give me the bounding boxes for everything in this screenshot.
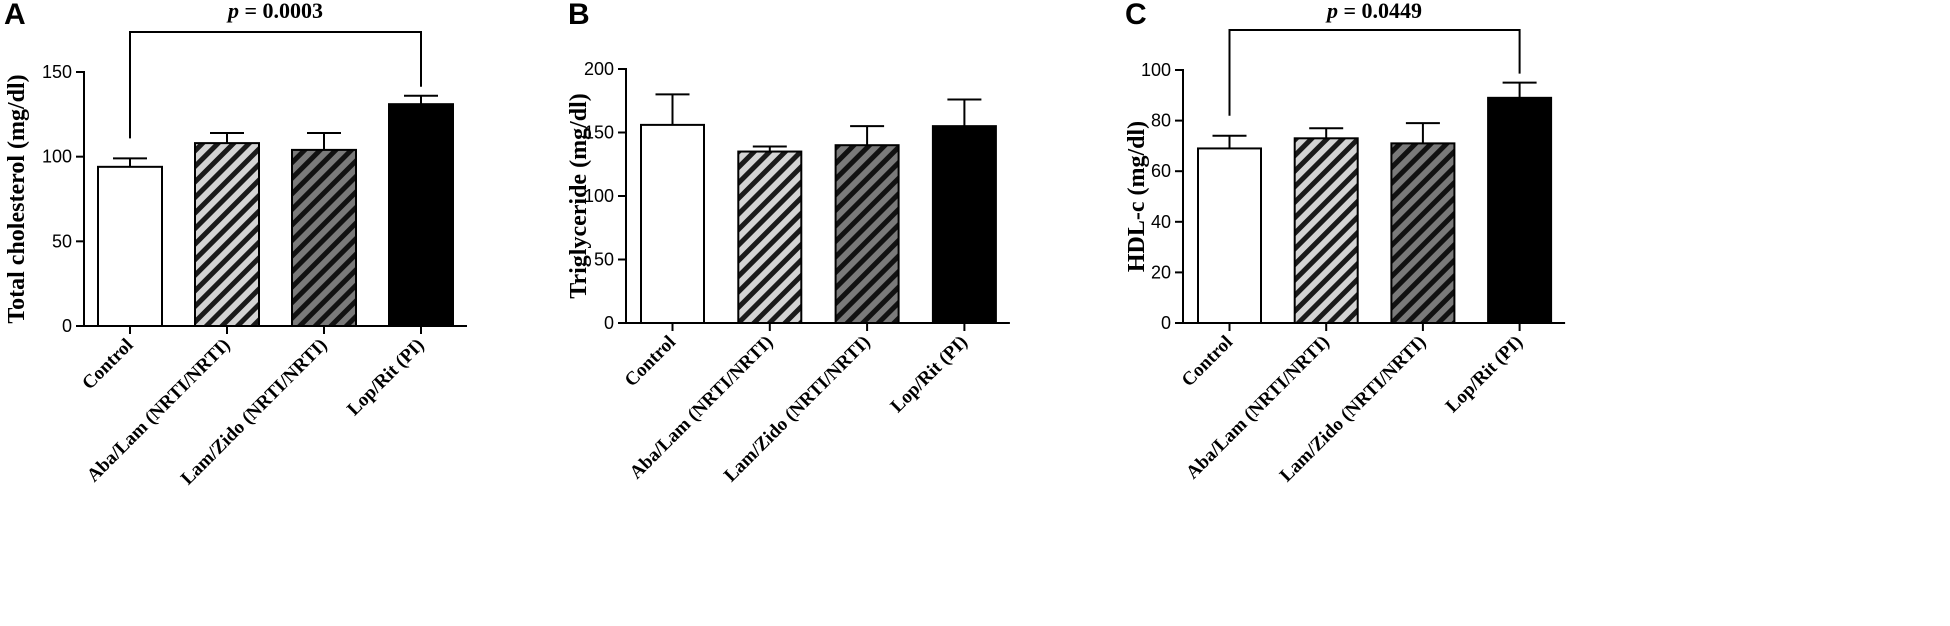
bar	[97, 165, 163, 327]
y-tick-label: 100	[42, 147, 72, 167]
y-tick-label: 200	[584, 59, 614, 79]
bar	[931, 125, 997, 325]
bar	[1293, 137, 1359, 324]
category-label: Lop/Rit (PI)	[343, 335, 428, 420]
y-tick-label: 150	[584, 123, 614, 143]
y-tick-label: 100	[1141, 60, 1171, 80]
bar	[737, 150, 803, 324]
chart-panel-b: B Triglyceride (mg/dl) 0 50 100 150 200 Control…	[566, 0, 1010, 486]
category-label: Control	[78, 335, 137, 394]
bar	[640, 123, 705, 324]
panel-letter: A	[4, 0, 26, 31]
category-label: Control	[621, 332, 680, 391]
y-axis-label: HDL-c (mg/dl)	[1124, 121, 1150, 272]
bar	[194, 142, 260, 327]
bar	[1487, 96, 1553, 324]
significance-bracket	[1228, 29, 1521, 116]
y-tick-label: 0	[62, 316, 72, 336]
y-axis-label: Triglyceride (mg/dl)	[566, 93, 592, 299]
bar	[388, 103, 454, 327]
category-label: Lop/Rit (PI)	[887, 332, 972, 417]
y-tick-label: 40	[1151, 212, 1171, 232]
bar	[291, 148, 357, 327]
y-tick-label: 80	[1151, 111, 1171, 131]
y-tick-label: 0	[604, 313, 614, 333]
bar	[1390, 142, 1456, 324]
category-label: Lop/Rit (PI)	[1442, 332, 1527, 417]
y-tick-label: 0	[1161, 313, 1171, 333]
y-tick-label: 20	[1151, 262, 1171, 282]
panel-letter: B	[568, 0, 590, 31]
bar	[834, 144, 900, 324]
bar	[1197, 147, 1262, 324]
p-value-label: p = 0.0449	[1325, 0, 1422, 23]
y-tick-label: 50	[594, 250, 614, 270]
chart-panel-a: A Total cholesterol (mg/dl) 0 50 100 150 Contr…	[4, 0, 467, 489]
significance-bracket	[129, 31, 422, 139]
y-tick-label: 100	[584, 186, 614, 206]
y-tick-label: 60	[1151, 161, 1171, 181]
y-axis-label: Total cholesterol (mg/dl)	[4, 74, 30, 323]
y-tick-label: 150	[42, 62, 72, 82]
panel-letter: C	[1125, 0, 1147, 31]
p-value-label: p = 0.0003	[226, 0, 323, 23]
category-label: Control	[1178, 332, 1237, 391]
y-tick-label: 50	[52, 231, 72, 251]
